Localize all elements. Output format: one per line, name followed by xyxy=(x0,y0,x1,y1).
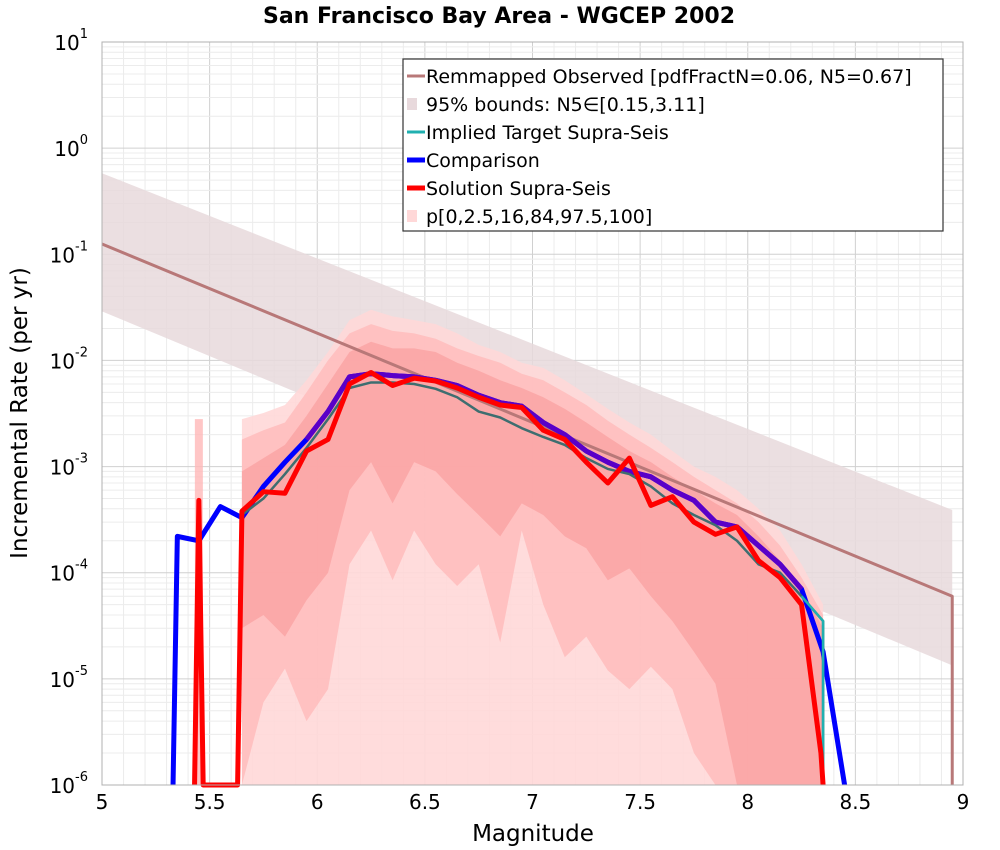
y-tick-label: 10-1 xyxy=(50,239,88,267)
y-tick-label: 10-2 xyxy=(50,345,88,373)
lines-layer xyxy=(101,242,954,788)
x-tick-label: 6 xyxy=(311,790,324,814)
y-tick-label: 10-6 xyxy=(50,770,88,798)
x-tick-label: 6.5 xyxy=(409,790,441,814)
y-tick-label: 10-5 xyxy=(50,664,88,692)
percentile-band-68 xyxy=(241,341,824,785)
y-tick-label: 10-3 xyxy=(50,452,88,480)
legend-swatch xyxy=(407,210,417,222)
plot-frame xyxy=(101,41,964,786)
chart-title: San Francisco Bay Area - WGCEP 2002 xyxy=(263,4,735,29)
legend: Remmapped Observed [pdfFractN=0.06, N5=0… xyxy=(402,58,944,232)
x-tick-label: 7 xyxy=(526,790,539,814)
solution-line xyxy=(192,369,826,788)
implied-target-tail xyxy=(800,595,825,785)
x-tick-label: 5 xyxy=(96,790,109,814)
x-tick-label: 8 xyxy=(741,790,754,814)
legend-items: Remmapped Observed [pdfFractN=0.06, N5=0… xyxy=(407,66,912,228)
legend-label: 95% bounds: N5∈[0.15,3.11] xyxy=(426,94,705,116)
legend-box xyxy=(402,58,944,232)
y-tick-label: 10-4 xyxy=(50,558,88,586)
x-tick-label: 7.5 xyxy=(624,790,656,814)
comparison-overlap-line xyxy=(304,371,804,591)
x-tick-label: 9 xyxy=(957,790,970,814)
x-tick-label: 8.5 xyxy=(839,790,871,814)
x-tick-labels: 5 5.5 6 6.5 7 7.5 8 8.5 9 xyxy=(96,790,970,814)
legend-swatch xyxy=(407,98,417,110)
y-tick-labels: 101 100 10-1 10-2 10-3 10-4 10-5 10-6 xyxy=(50,27,88,798)
legend-label: Comparison xyxy=(426,150,540,172)
legend-label: Implied Target Supra-Seis xyxy=(426,122,669,144)
y-axis-title: Incremental Rate (per yr) xyxy=(7,267,33,559)
y-tick-label: 100 xyxy=(54,133,88,161)
remapped-observed-line xyxy=(101,242,954,785)
x-axis-title: Magnitude xyxy=(472,821,594,847)
legend-label: Remmapped Observed [pdfFractN=0.06, N5=0… xyxy=(426,66,912,88)
legend-label: Solution Supra-Seis xyxy=(426,178,611,200)
legend-label: p[0,2.5,16,84,97.5,100] xyxy=(426,206,652,228)
x-tick-label: 5.5 xyxy=(194,790,226,814)
y-tick-label: 101 xyxy=(54,27,88,55)
